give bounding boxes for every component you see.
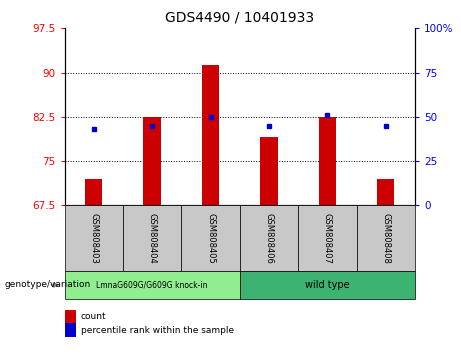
Bar xyxy=(260,137,278,205)
Text: GSM808408: GSM808408 xyxy=(381,213,390,263)
Text: percentile rank within the sample: percentile rank within the sample xyxy=(81,326,234,335)
Title: GDS4490 / 10401933: GDS4490 / 10401933 xyxy=(165,10,314,24)
Text: genotype/variation: genotype/variation xyxy=(5,280,91,290)
Bar xyxy=(85,179,102,205)
Bar xyxy=(377,179,395,205)
Bar xyxy=(143,117,161,205)
Text: GSM808407: GSM808407 xyxy=(323,213,332,263)
Text: GSM808403: GSM808403 xyxy=(89,213,98,263)
Text: LmnaG609G/G609G knock-in: LmnaG609G/G609G knock-in xyxy=(96,280,208,290)
Bar xyxy=(202,65,219,205)
Text: GSM808405: GSM808405 xyxy=(206,213,215,263)
Text: count: count xyxy=(81,312,106,321)
Text: GSM808406: GSM808406 xyxy=(265,213,273,263)
Bar xyxy=(319,117,336,205)
Text: wild type: wild type xyxy=(305,280,349,290)
Text: GSM808404: GSM808404 xyxy=(148,213,157,263)
